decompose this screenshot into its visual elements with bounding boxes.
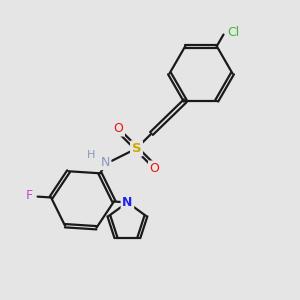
Text: N: N bbox=[100, 155, 110, 169]
Text: O: O bbox=[150, 162, 159, 175]
Text: O: O bbox=[114, 122, 123, 135]
Text: Cl: Cl bbox=[227, 26, 239, 39]
Text: F: F bbox=[26, 189, 33, 202]
Text: N: N bbox=[122, 196, 133, 209]
Text: S: S bbox=[132, 142, 141, 155]
Text: H: H bbox=[87, 150, 95, 160]
